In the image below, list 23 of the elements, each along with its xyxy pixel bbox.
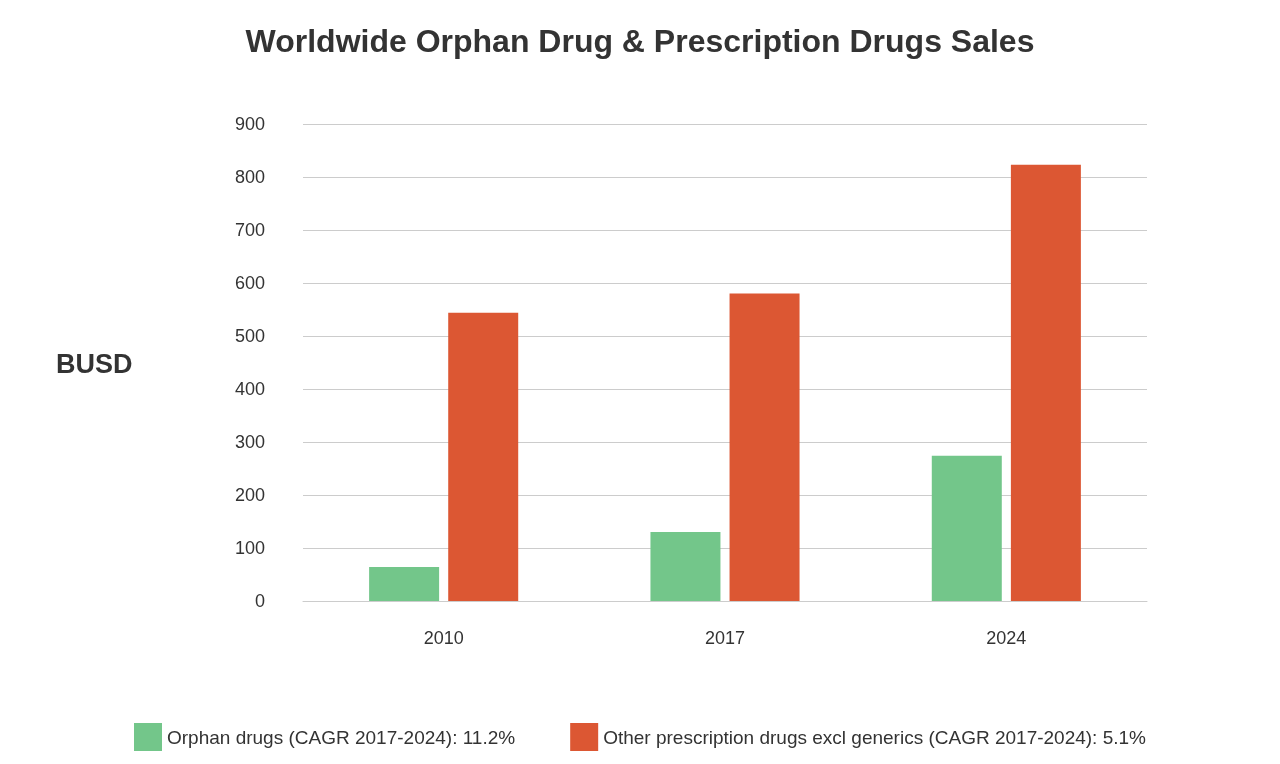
- bar: [369, 567, 440, 601]
- chart-title: Worldwide Orphan Drug & Prescription Drugs Sales: [245, 23, 1035, 59]
- bar: [729, 293, 800, 601]
- y-tick-label: 500: [234, 326, 265, 346]
- y-tick-label: 600: [234, 273, 265, 293]
- y-tick-label: 800: [234, 167, 265, 187]
- y-tick-label: 700: [234, 220, 265, 240]
- x-tick-label: 2010: [423, 628, 464, 648]
- y-axis-title: BUSD: [56, 348, 133, 379]
- y-tick-label: 900: [234, 114, 265, 134]
- legend-label: Other prescription drugs excl generics (CAGR 2017-2024): 5.1%: [603, 726, 1147, 748]
- x-tick-label: 2017: [704, 628, 746, 648]
- y-tick-label: 200: [234, 485, 265, 505]
- bar: [448, 312, 519, 601]
- bar: [650, 532, 721, 601]
- y-tick-label: 0: [254, 591, 265, 611]
- y-tick-label: 400: [234, 379, 265, 399]
- y-tick-label: 100: [234, 538, 265, 558]
- x-tick-label: 2024: [986, 628, 1027, 648]
- y-tick-label: 300: [234, 432, 265, 452]
- bar: [931, 455, 1002, 601]
- bar: [1010, 164, 1081, 601]
- legend-label: Orphan drugs (CAGR 2017-2024): 11.2%: [167, 726, 516, 748]
